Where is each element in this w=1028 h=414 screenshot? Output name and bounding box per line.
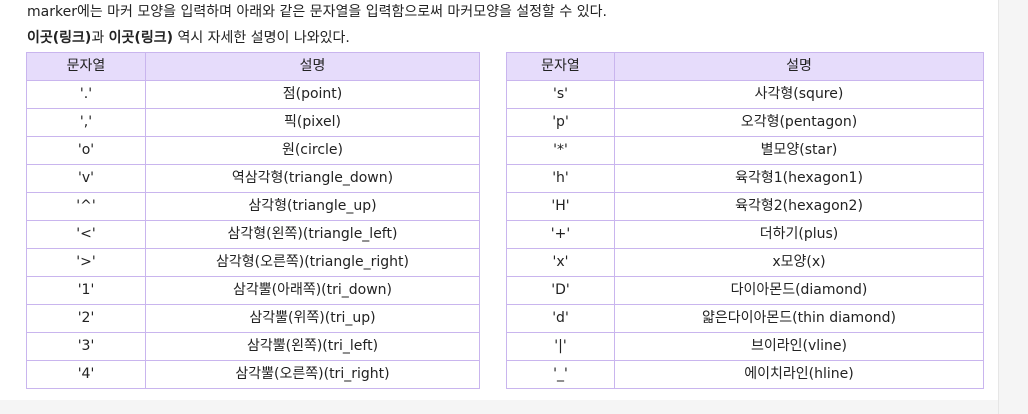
marker-code-cell: 's' <box>506 80 615 109</box>
marker-description-cell: 삼각형(오른쪽)(triangle_right) <box>145 248 480 277</box>
table-row: 'H' 육각형2(hexagon2) <box>506 192 984 221</box>
marker-code-cell: '|' <box>506 332 615 361</box>
marker-table-left: 문자열 설명 '.' 점(point) ',' 픽(pixel) 'o' 원(circ… <box>26 52 480 389</box>
marker-code-cell: 'D' <box>506 276 615 305</box>
marker-description-cell: 오각형(pentagon) <box>614 108 984 137</box>
column-header-string: 문자열 <box>26 52 146 81</box>
marker-description-cell: 별모양(star) <box>614 136 984 165</box>
reference-connector: 과 <box>91 30 109 46</box>
marker-code-cell: '<' <box>26 220 146 249</box>
marker-description-cell: 사각형(squre) <box>614 80 984 109</box>
marker-description-cell: 육각형2(hexagon2) <box>614 192 984 221</box>
marker-description-cell: 더하기(plus) <box>614 220 984 249</box>
column-header-description: 설명 <box>145 52 480 81</box>
marker-description-cell: 브이라인(vline) <box>614 332 984 361</box>
marker-description-cell: 에이치라인(hline) <box>614 360 984 389</box>
marker-code-cell: 'd' <box>506 304 615 333</box>
marker-code-cell: 'p' <box>506 108 615 137</box>
marker-description-cell: 픽(pixel) <box>145 108 480 137</box>
table-row: '.' 점(point) <box>26 80 480 109</box>
marker-code-cell: 'o' <box>26 136 146 165</box>
marker-code-cell: '+' <box>506 220 615 249</box>
marker-description-cell: 얇은다이아몬드(thin diamond) <box>614 304 984 333</box>
marker-description-cell: x모양(x) <box>614 248 984 277</box>
table-row: 'x' x모양(x) <box>506 248 984 277</box>
table-row: 'D' 다이아몬드(diamond) <box>506 276 984 305</box>
marker-description-cell: 원(circle) <box>145 136 480 165</box>
table-row: '3' 삼각뿔(왼쪽)(tri_left) <box>26 332 480 361</box>
column-header-string: 문자열 <box>506 52 615 81</box>
table-row: '*' 별모양(star) <box>506 136 984 165</box>
table-row: 'o' 원(circle) <box>26 136 480 165</box>
reference-link-1[interactable]: 이곳(링크) <box>27 30 92 46</box>
marker-code-cell: 'x' <box>506 248 615 277</box>
marker-description-cell: 삼각뿔(위쪽)(tri_up) <box>145 304 480 333</box>
table-row: ',' 픽(pixel) <box>26 108 480 137</box>
table-row: 'p' 오각형(pentagon) <box>506 108 984 137</box>
table-row: '1' 삼각뿔(아래쪽)(tri_down) <box>26 276 480 305</box>
marker-code-cell: '^' <box>26 192 146 221</box>
marker-code-cell: '.' <box>26 80 146 109</box>
marker-code-cell: '>' <box>26 248 146 277</box>
marker-description-cell: 삼각형(triangle_up) <box>145 192 480 221</box>
marker-description-cell: 삼각뿔(오른쪽)(tri_right) <box>145 360 480 389</box>
marker-description-cell: 역삼각형(triangle_down) <box>145 164 480 193</box>
table-row: '|' 브이라인(vline) <box>506 332 984 361</box>
page-side-gutter <box>998 0 1028 414</box>
table-row: 'h' 육각형1(hexagon1) <box>506 164 984 193</box>
table-row: 's' 사각형(squre) <box>506 80 984 109</box>
marker-code-cell: 'v' <box>26 164 146 193</box>
marker-description-cell: 다이아몬드(diamond) <box>614 276 984 305</box>
marker-description-cell: 점(point) <box>145 80 480 109</box>
table-row: 'd' 얇은다이아몬드(thin diamond) <box>506 304 984 333</box>
table-header-row: 문자열 설명 <box>26 52 480 81</box>
marker-description-cell: 육각형1(hexagon1) <box>614 164 984 193</box>
marker-code-cell: '2' <box>26 304 146 333</box>
column-header-description: 설명 <box>614 52 984 81</box>
marker-code-cell: '4' <box>26 360 146 389</box>
table-row: '4' 삼각뿔(오른쪽)(tri_right) <box>26 360 480 389</box>
reference-rest: 역시 자세한 설명이 나와있다. <box>173 30 350 46</box>
marker-table-right: 문자열 설명 's' 사각형(squre) 'p' 오각형(pentagon) '*… <box>506 52 984 389</box>
table-row: 'v' 역삼각형(triangle_down) <box>26 164 480 193</box>
marker-description-cell: 삼각뿔(왼쪽)(tri_left) <box>145 332 480 361</box>
marker-code-cell: '_' <box>506 360 615 389</box>
table-row: '^' 삼각형(triangle_up) <box>26 192 480 221</box>
table-row: '<' 삼각형(왼쪽)(triangle_left) <box>26 220 480 249</box>
table-header-row: 문자열 설명 <box>506 52 984 81</box>
reference-sentence: 이곳(링크)과 이곳(링크) 역시 자세한 설명이 나와있다. <box>27 28 350 48</box>
intro-sentence: marker에는 마커 모양을 입력하며 아래와 같은 문자열을 입력함으로써 … <box>27 4 607 20</box>
table-row: '>' 삼각형(오른쪽)(triangle_right) <box>26 248 480 277</box>
marker-code-cell: 'h' <box>506 164 615 193</box>
reference-link-2[interactable]: 이곳(링크) <box>108 30 173 46</box>
marker-code-cell: ',' <box>26 108 146 137</box>
marker-code-cell: '3' <box>26 332 146 361</box>
marker-code-cell: 'H' <box>506 192 615 221</box>
marker-description-cell: 삼각뿔(아래쪽)(tri_down) <box>145 276 480 305</box>
marker-description-cell: 삼각형(왼쪽)(triangle_left) <box>145 220 480 249</box>
table-row: '+' 더하기(plus) <box>506 220 984 249</box>
table-row: '_' 에이치라인(hline) <box>506 360 984 389</box>
marker-code-cell: '1' <box>26 276 146 305</box>
table-row: '2' 삼각뿔(위쪽)(tri_up) <box>26 304 480 333</box>
marker-code-cell: '*' <box>506 136 615 165</box>
